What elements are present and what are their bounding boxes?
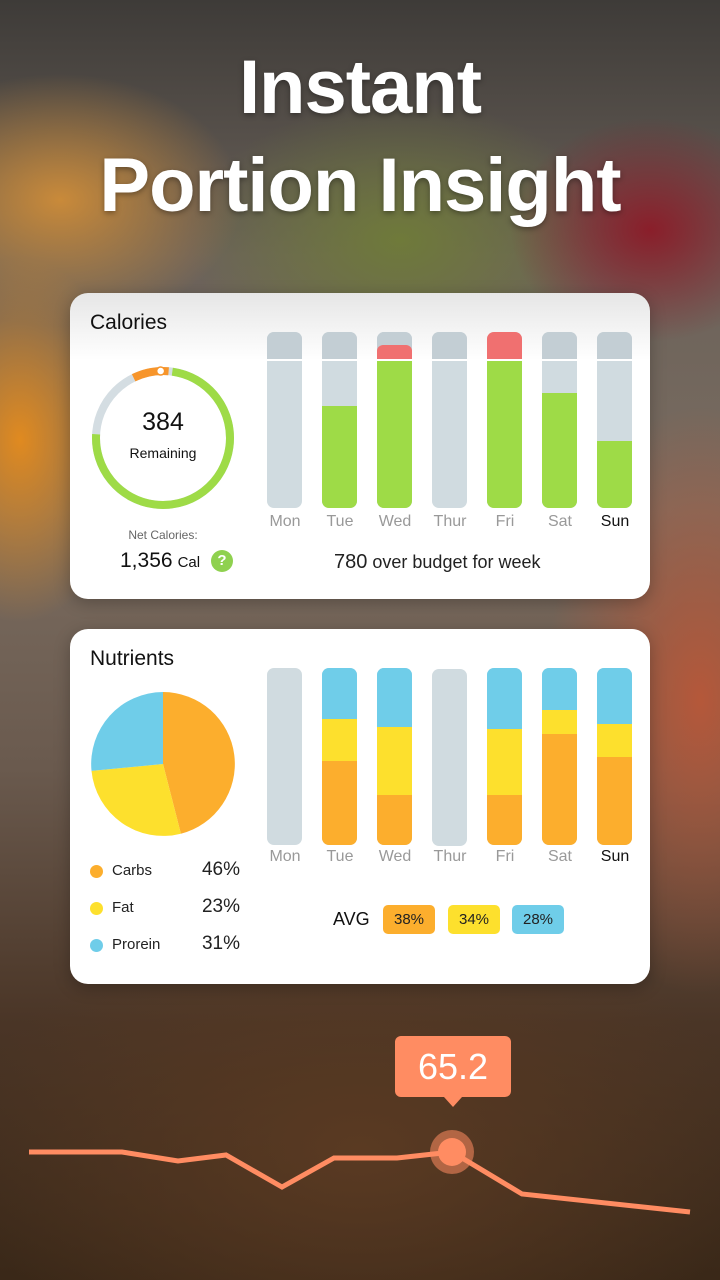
fat-dot-icon: [90, 901, 103, 915]
nutrient-bar-sat[interactable]: [542, 668, 577, 845]
day-label: Sat: [547, 513, 572, 530]
calorie-bar-tue[interactable]: [322, 332, 357, 508]
legend-pct: 46%: [201, 859, 240, 880]
trend-line-chart: [29, 1130, 691, 1215]
nutrient-bar-tue[interactable]: [322, 668, 357, 845]
nutrients-title: Nutrients: [90, 647, 175, 670]
headline-line2: Portion Insight: [99, 143, 621, 228]
net-value-number: 1,356: [120, 549, 173, 572]
calorie-bar-chart: Mon Tue Wed Thur Fri Sat Sun: [267, 332, 633, 572]
calories-title: Calories: [90, 311, 168, 334]
calories-card: Calories 384 Remaining Net Calories: 1,3…: [70, 293, 650, 599]
day-label: Fri: [495, 848, 515, 865]
day-label: Tue: [326, 848, 354, 865]
day-label-active: Sun: [600, 513, 630, 530]
protein-dot-icon: [90, 938, 103, 952]
net-calories-label: Net Calories:: [128, 528, 198, 542]
legend-pct: 23%: [201, 896, 240, 917]
calorie-bar-sun[interactable]: [597, 332, 632, 508]
legend-label: Fat: [112, 899, 134, 916]
nutrients-card: Nutrients Carbs 46% Fat 23% Prorein 31%: [70, 629, 650, 984]
legend-pct: 31%: [201, 933, 240, 954]
nutrient-bar-fri[interactable]: [487, 668, 522, 845]
budget-value: 780: [334, 551, 368, 573]
day-label: Tue: [326, 513, 354, 530]
nutrients-pie-chart[interactable]: [90, 691, 236, 837]
day-label: Thur: [433, 513, 467, 530]
calorie-bar-thur[interactable]: [432, 332, 467, 508]
calorie-bar-mon[interactable]: [267, 332, 302, 508]
remaining-value: 384: [142, 408, 184, 436]
avg-fat-chip: 34%: [448, 905, 500, 934]
day-label: Mon: [269, 848, 301, 865]
legend-label: Prorein: [112, 936, 161, 953]
calorie-bar-fri[interactable]: [487, 332, 522, 508]
legend-fat: Fat 23%: [90, 896, 240, 917]
legend-label: Carbs: [112, 862, 153, 879]
nutrient-bar-thur[interactable]: [432, 669, 467, 846]
legend-protein: Prorein 31%: [90, 933, 240, 954]
day-label-active: Sun: [600, 848, 630, 865]
help-icon[interactable]: ?: [211, 550, 233, 572]
day-label: Wed: [378, 513, 412, 530]
avg-label: AVG: [333, 909, 370, 929]
day-label: Fri: [495, 513, 515, 530]
day-label: Sat: [547, 848, 572, 865]
weekly-budget-summary: 780 over budget for week: [334, 551, 541, 574]
day-label: Wed: [378, 848, 412, 865]
day-label: Mon: [269, 513, 301, 530]
nutrient-bar-sun[interactable]: [597, 668, 632, 845]
avg-protein-chip: 28%: [512, 905, 564, 934]
remaining-label: Remaining: [129, 445, 197, 461]
net-calories-value: 1,356 Cal: [120, 549, 200, 573]
net-unit: Cal: [177, 554, 201, 571]
legend-carbs: Carbs 46%: [90, 859, 240, 880]
trend-tooltip: 65.2: [395, 1036, 511, 1107]
budget-text: over budget for week: [372, 552, 541, 572]
nutrients-bar-chart: Mon Tue Wed Thur Fri Sat Sun: [267, 668, 633, 878]
trend-point-handle[interactable]: [438, 1138, 466, 1166]
calorie-bar-sat[interactable]: [542, 332, 577, 508]
day-label: Thur: [433, 848, 467, 865]
nutrient-bar-wed[interactable]: [377, 668, 412, 845]
headline-line1: Instant: [238, 45, 482, 130]
avg-carbs-chip: 38%: [383, 905, 435, 934]
carbs-dot-icon: [90, 864, 103, 878]
nutrient-bar-mon[interactable]: [267, 668, 302, 845]
calorie-ring: [92, 366, 234, 509]
calorie-bar-wed[interactable]: [377, 332, 412, 508]
